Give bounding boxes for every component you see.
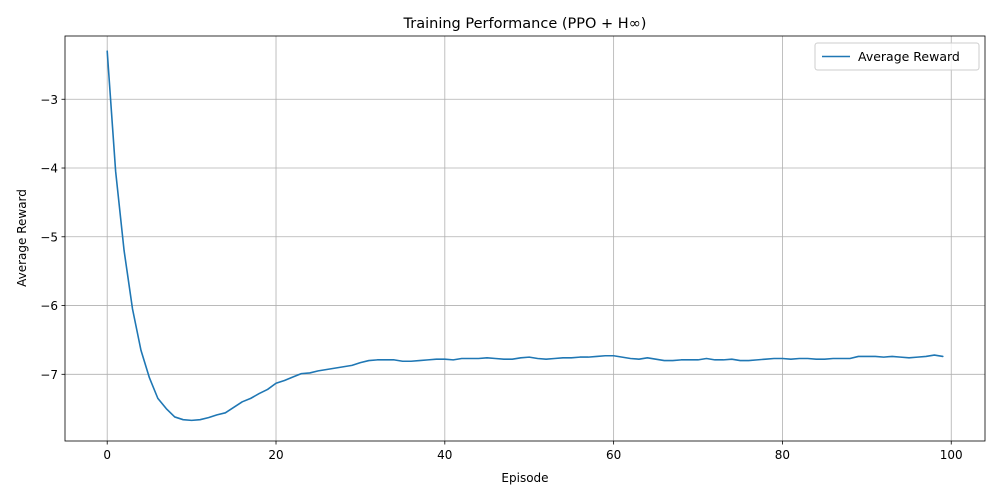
series-average-reward <box>106 50 944 422</box>
grid-lines <box>65 36 985 441</box>
x-tick-label: 20 <box>268 448 283 462</box>
x-tick-label: 80 <box>775 448 790 462</box>
legend-box <box>814 42 980 71</box>
series-line-average-reward <box>106 50 944 422</box>
x-tick-label: 40 <box>437 448 452 462</box>
x-tick-label: 100 <box>940 448 963 462</box>
y-tick-label: −7 <box>40 368 58 382</box>
x-axis-title: Episode <box>501 471 548 485</box>
plot-area-frame <box>64 35 986 442</box>
y-tick-label: −4 <box>40 162 58 176</box>
legend-label-average-reward: Average Reward <box>858 49 960 64</box>
legend: Average Reward <box>814 42 980 71</box>
x-tick-label: 0 <box>103 448 111 462</box>
x-axis-ticks: 0 20 40 60 80 100 <box>103 441 963 462</box>
y-tick-label: −5 <box>40 230 58 244</box>
y-tick-label: −3 <box>40 93 58 107</box>
y-axis-ticks: −7 −6 −5 −4 −3 <box>40 93 65 382</box>
series-layer <box>106 50 944 422</box>
x-tick-label: 60 <box>606 448 621 462</box>
y-tick-label: −6 <box>40 299 58 313</box>
y-axis-title: Average Reward <box>15 189 29 287</box>
chart-title: Training Performance (PPO + H∞) <box>403 16 647 32</box>
